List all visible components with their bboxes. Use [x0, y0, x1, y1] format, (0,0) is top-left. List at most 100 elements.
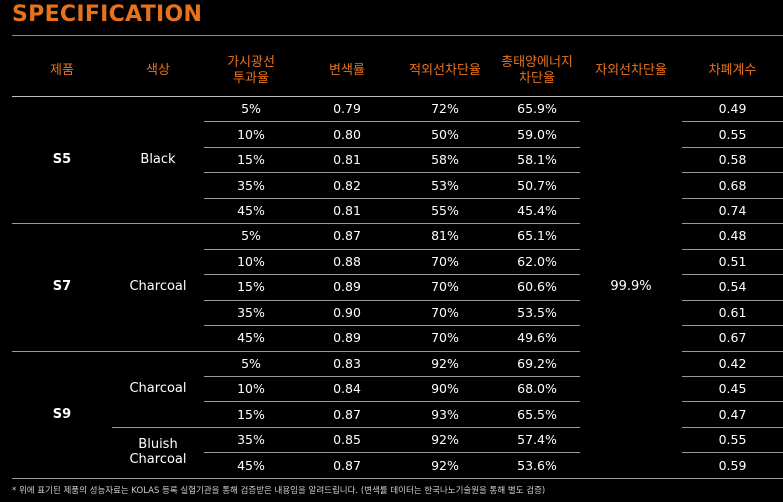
header-cell: 적외선차단율 — [409, 63, 481, 78]
table-cell: 0.55 — [718, 432, 747, 448]
table-cell: 70% — [431, 279, 459, 295]
table-cell: 53.5% — [517, 304, 557, 320]
table-cell: 65.1% — [517, 228, 557, 244]
row-divider — [204, 274, 580, 276]
title-divider — [12, 35, 783, 36]
header-cell: 변색률 — [329, 63, 365, 78]
table-cell: 65.5% — [517, 406, 557, 422]
row-divider — [204, 121, 580, 123]
table-cell: 0.82 — [333, 177, 361, 193]
table-cell: 93% — [431, 406, 459, 422]
table-cell: 0.48 — [718, 228, 747, 244]
table-cell: 35% — [237, 432, 265, 448]
product-name: S9 — [52, 406, 72, 422]
table-cell: 45% — [237, 457, 265, 473]
row-divider — [682, 172, 783, 174]
table-cell: 0.74 — [718, 203, 747, 219]
table-cell: 5% — [241, 355, 261, 371]
row-divider — [682, 274, 783, 276]
table-cell: 0.89 — [333, 279, 361, 295]
row-divider — [682, 299, 783, 301]
table-cell: 50.7% — [517, 177, 557, 193]
table-cell: 10% — [237, 381, 265, 397]
table-cell: 0.67 — [718, 330, 747, 346]
uv-block-value: 99.9% — [610, 279, 652, 295]
table-cell: 45% — [237, 203, 265, 219]
header-cell: 색상 — [146, 63, 170, 78]
table-cell: 0.59 — [718, 457, 747, 473]
header-cell: 총태양에너지 차단율 — [501, 55, 573, 86]
table-cell: 0.87 — [333, 457, 361, 473]
table-cell: 58.1% — [517, 152, 557, 168]
row-divider — [204, 325, 580, 327]
table-cell: 0.54 — [718, 279, 747, 295]
table-cell: 0.58 — [718, 152, 747, 168]
color-name: Bluish Charcoal — [129, 437, 187, 468]
group-divider — [12, 223, 580, 225]
table-cell: 60.6% — [517, 279, 557, 295]
header-cell: 자외선차단율 — [595, 63, 667, 78]
footnote: * 위에 표기된 제품의 성능자료는 KOLAS 등록 실험기관을 통해 검증받… — [12, 486, 546, 496]
row-divider — [682, 325, 783, 327]
group-divider — [682, 350, 783, 352]
color-name: Charcoal — [129, 381, 187, 397]
table-cell: 35% — [237, 177, 265, 193]
table-cell: 45% — [237, 330, 265, 346]
table-cell: 10% — [237, 126, 265, 142]
row-divider — [204, 197, 580, 199]
table-cell: 0.55 — [718, 126, 747, 142]
table-cell: 72% — [431, 101, 459, 117]
table-cell: 0.85 — [333, 432, 361, 448]
table-cell: 5% — [241, 101, 261, 117]
table-cell: 92% — [431, 432, 459, 448]
row-divider — [204, 375, 580, 377]
table-cell: 0.68 — [718, 177, 747, 193]
table-cell: 68.0% — [517, 381, 557, 397]
row-divider — [204, 299, 580, 301]
product-name: S5 — [52, 152, 72, 168]
table-cell: 0.87 — [333, 228, 361, 244]
product-name: S7 — [52, 279, 72, 295]
table-cell: 50% — [431, 126, 459, 142]
table-cell: 35% — [237, 304, 265, 320]
row-divider — [204, 401, 580, 403]
table-cell: 70% — [431, 304, 459, 320]
header-cell: 가시광선 투과율 — [227, 55, 275, 86]
row-divider — [204, 248, 580, 250]
table-cell: 15% — [237, 279, 265, 295]
row-divider — [204, 146, 580, 148]
group-divider — [682, 223, 783, 225]
table-cell: 0.79 — [333, 101, 361, 117]
row-divider — [682, 146, 783, 148]
table-cell: 49.6% — [517, 330, 557, 346]
header-divider — [12, 96, 783, 97]
table-cell: 0.84 — [333, 381, 361, 397]
header-cell: 제품 — [50, 63, 74, 78]
table-cell: 0.80 — [333, 126, 361, 142]
table-cell: 45.4% — [517, 203, 557, 219]
color-name: Black — [140, 152, 176, 168]
color-divider — [112, 426, 204, 428]
row-divider — [682, 426, 783, 428]
table-cell: 0.87 — [333, 406, 361, 422]
table-cell: 58% — [431, 152, 459, 168]
table-cell: 0.89 — [333, 330, 361, 346]
table-cell: 0.47 — [718, 406, 747, 422]
table-cell: 0.81 — [333, 152, 361, 168]
table-cell: 0.61 — [718, 304, 747, 320]
table-cell: 69.2% — [517, 355, 557, 371]
table-cell: 70% — [431, 330, 459, 346]
table-cell: 55% — [431, 203, 459, 219]
table-cell: 0.90 — [333, 304, 361, 320]
table-cell: 10% — [237, 253, 265, 269]
table-cell: 0.51 — [718, 253, 747, 269]
table-cell: 90% — [431, 381, 459, 397]
row-divider — [204, 452, 580, 454]
table-cell: 57.4% — [517, 432, 557, 448]
row-divider — [204, 426, 580, 428]
row-divider — [682, 197, 783, 199]
row-divider — [682, 248, 783, 250]
table-cell: 0.45 — [718, 381, 747, 397]
table-cell: 0.88 — [333, 253, 361, 269]
color-name: Charcoal — [129, 279, 187, 295]
